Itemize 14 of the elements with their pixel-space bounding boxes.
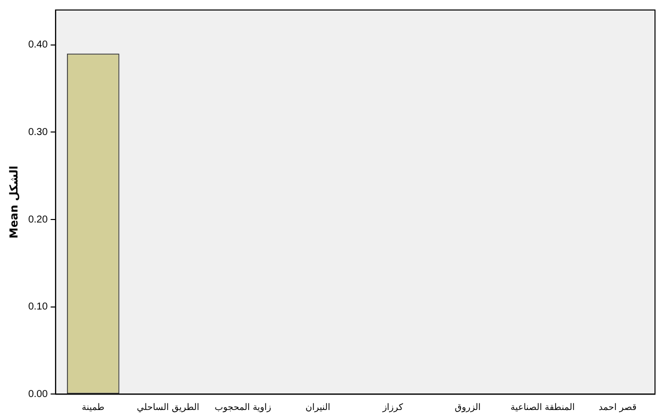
x-tick-label: الزروق [454, 402, 481, 413]
x-tick-label: طمينة [82, 402, 104, 413]
x-tick-label: المنطقة الصناعية [510, 402, 575, 413]
y-tick-label: 0.10 [28, 302, 48, 313]
x-tick-label: زاوية المحجوب [214, 402, 272, 413]
y-tick-label: 0.30 [28, 126, 48, 138]
y-tick-label: 0.40 [28, 40, 48, 51]
y-tick-label: 0.00 [28, 388, 48, 400]
x-tick-label: قصر احمد [598, 402, 637, 413]
y-axis-title: Mean الشكل [7, 166, 20, 239]
x-tick-label: الطريق الساحلي [136, 402, 200, 413]
y-tick-label: 0.20 [28, 214, 48, 226]
x-tick-label: كرزاز [382, 402, 404, 413]
x-tick-label: النيران [306, 402, 330, 413]
